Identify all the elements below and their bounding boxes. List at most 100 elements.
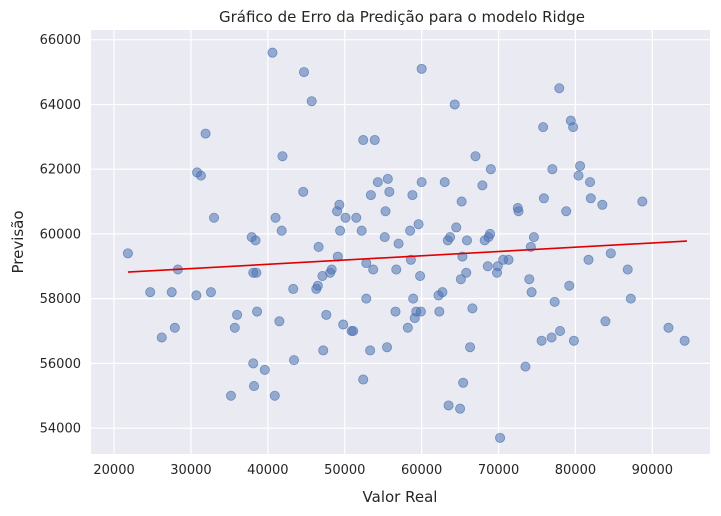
data-point [274, 316, 285, 327]
fit-line [127, 240, 687, 273]
x-tick-label: 60000 [401, 463, 442, 478]
data-point [335, 225, 346, 236]
x-tick-labels: 20000 30000 40000 50000 60000 70000 80000 90000 [93, 463, 673, 478]
data-point [252, 306, 263, 317]
data-point [191, 290, 202, 301]
data-point [251, 267, 262, 278]
y-tick-labels: 54000 56000 58000 60000 62000 64000 66000 [40, 33, 81, 436]
data-point [259, 364, 270, 375]
data-point [416, 63, 427, 74]
x-tick-label: 80000 [555, 463, 596, 478]
data-point [605, 248, 616, 259]
data-point [358, 374, 369, 385]
data-point [326, 264, 337, 275]
data-point [585, 193, 596, 204]
data-point [267, 47, 278, 58]
data-point [467, 303, 478, 314]
data-point [462, 235, 473, 246]
data-point [663, 322, 674, 333]
data-point [379, 232, 390, 243]
y-axis-label: Previsão [9, 210, 27, 273]
data-point [482, 261, 493, 272]
data-point [568, 335, 579, 346]
y-tick-label: 62000 [40, 163, 81, 178]
y-tick-label: 58000 [40, 292, 81, 307]
data-point [380, 206, 391, 217]
data-point [391, 264, 402, 275]
data-point [390, 306, 401, 317]
data-point [321, 309, 332, 320]
x-tick-label: 50000 [324, 463, 365, 478]
y-tick-label: 56000 [40, 357, 81, 372]
x-axis-label: Valor Real [363, 488, 438, 506]
data-point [439, 177, 450, 188]
data-point [358, 135, 369, 146]
data-point [622, 264, 633, 275]
data-point [443, 400, 454, 411]
data-point [492, 261, 503, 272]
data-point [600, 316, 611, 327]
data-point [637, 196, 648, 207]
data-point [288, 283, 299, 294]
y-tick-label: 60000 [40, 227, 81, 242]
data-point [449, 99, 460, 110]
data-point [451, 222, 462, 233]
data-point [564, 280, 575, 291]
data-point [458, 377, 469, 388]
data-point [538, 122, 549, 133]
data-point [145, 287, 156, 298]
data-point [351, 212, 362, 223]
data-point [456, 196, 467, 207]
data-point [289, 355, 300, 366]
data-point [369, 135, 380, 146]
x-tick-label: 90000 [632, 463, 673, 478]
data-point [520, 361, 531, 372]
data-point [470, 151, 481, 162]
data-point [209, 212, 220, 223]
data-point [334, 199, 345, 210]
data-point [528, 232, 539, 243]
data-point [485, 164, 496, 175]
data-point [554, 83, 565, 94]
data-point [415, 306, 426, 317]
data-point [312, 280, 323, 291]
data-point [200, 128, 211, 139]
data-point [561, 206, 572, 217]
data-point [413, 219, 424, 230]
y-tick-label: 54000 [40, 422, 81, 437]
data-point [156, 332, 167, 343]
gridlines [91, 30, 710, 454]
data-point [382, 342, 393, 353]
data-point [195, 170, 206, 181]
data-point [306, 96, 317, 107]
data-point [526, 287, 537, 298]
data-point [679, 335, 690, 346]
data-point [372, 177, 383, 188]
y-tick-label: 66000 [40, 33, 81, 48]
x-tick-label: 40000 [247, 463, 288, 478]
data-point [250, 235, 261, 246]
data-point [270, 212, 281, 223]
data-point [575, 160, 586, 171]
data-point [382, 173, 393, 184]
data-point [573, 170, 584, 181]
data-point [169, 322, 180, 333]
data-point [368, 264, 379, 275]
data-point [232, 309, 243, 320]
data-point [495, 432, 506, 443]
data-point [340, 212, 351, 223]
data-point [434, 306, 445, 317]
data-point [485, 228, 496, 239]
data-point [546, 332, 557, 343]
data-point [298, 186, 309, 197]
data-point [583, 254, 594, 265]
x-tick-label: 30000 [170, 463, 211, 478]
data-point [384, 186, 395, 197]
data-points [122, 47, 690, 443]
data-point [461, 267, 472, 278]
data-point [455, 274, 466, 285]
data-point [348, 326, 359, 337]
data-point [524, 274, 535, 285]
data-point [437, 287, 448, 298]
data-point [248, 358, 259, 369]
